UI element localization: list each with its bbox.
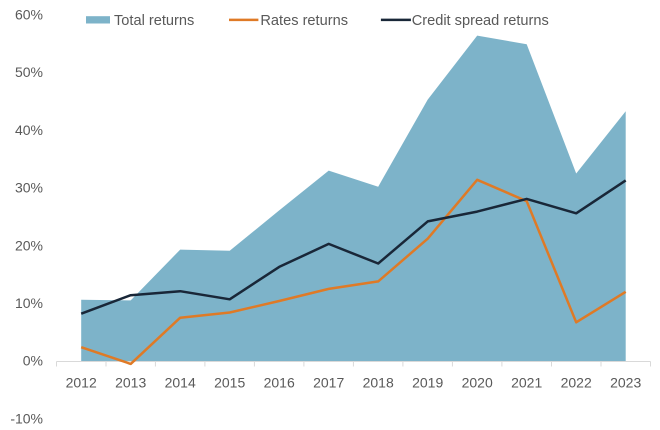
svg-text:2022: 2022 [561,375,592,391]
svg-text:10%: 10% [15,295,43,311]
svg-text:-10%: -10% [10,410,43,426]
svg-text:Credit spread returns: Credit spread returns [412,13,549,29]
svg-text:50%: 50% [15,64,43,80]
svg-text:2016: 2016 [264,375,295,391]
svg-text:2019: 2019 [412,375,443,391]
svg-text:40%: 40% [15,122,43,138]
svg-text:2013: 2013 [115,375,146,391]
svg-text:2021: 2021 [511,375,542,391]
svg-text:Total returns: Total returns [114,13,194,29]
svg-text:2014: 2014 [165,375,196,391]
svg-text:60%: 60% [15,7,43,23]
svg-text:2023: 2023 [610,375,641,391]
svg-text:2015: 2015 [214,375,245,391]
svg-text:20%: 20% [15,237,43,253]
svg-text:Rates returns: Rates returns [260,13,348,29]
svg-text:2012: 2012 [66,375,97,391]
svg-text:0%: 0% [23,353,43,369]
svg-text:2018: 2018 [363,375,394,391]
svg-text:30%: 30% [15,180,43,196]
svg-text:2020: 2020 [462,375,493,391]
svg-text:2017: 2017 [313,375,344,391]
